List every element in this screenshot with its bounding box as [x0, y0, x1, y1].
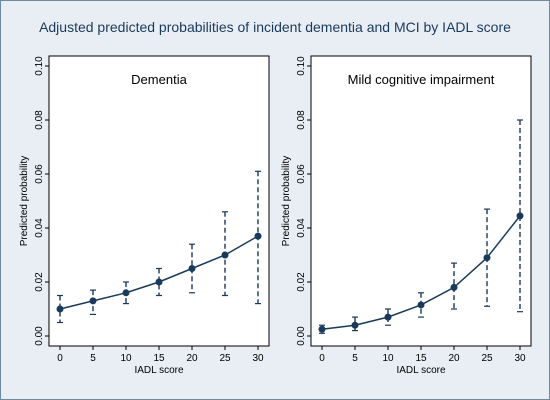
panel-1-x-tick-label: 15 — [153, 353, 165, 364]
panel-1-data-point — [221, 251, 229, 259]
panel-1-y-tick-label: 0.10 — [34, 56, 45, 76]
panel-1-y-tick-label: 0.04 — [34, 218, 45, 238]
panel-2-data-point — [450, 283, 458, 291]
panel-2-x-tick-label: 25 — [481, 353, 493, 364]
panel-1-y-tick-label: 0.08 — [34, 110, 45, 130]
panel-1-y-tick-label: 0.00 — [34, 326, 45, 346]
panel-2-x-axis-label: IADL score — [396, 365, 446, 376]
panel-1-data-point — [56, 305, 64, 313]
panel-2-data-point — [351, 321, 359, 329]
panel-2-data-point — [417, 301, 425, 309]
panel-2-y-tick-label: 0.04 — [296, 218, 307, 238]
panel-2-x-tick-label: 10 — [382, 353, 394, 364]
panel-1-plot-area — [48, 55, 270, 347]
panel-1-title: Dementia — [131, 72, 187, 87]
panel-2-y-tick-label: 0.10 — [296, 56, 307, 76]
panel-1-y-axis-label: Predicted probability — [19, 156, 30, 247]
panel-1-data-point — [155, 278, 163, 286]
panel-2-y-tick-label: 0.00 — [296, 326, 307, 346]
panel-2-data-point — [483, 254, 491, 262]
panel-1-y-tick-label: 0.02 — [34, 272, 45, 292]
panel-2-y-tick-label: 0.06 — [296, 164, 307, 184]
panel-2-data-point — [318, 325, 326, 333]
panel-2-x-tick-label: 5 — [352, 353, 358, 364]
panel-1-x-tick-label: 20 — [186, 353, 198, 364]
panel-1-y-tick-label: 0.06 — [34, 164, 45, 184]
panel-1-data-point — [89, 297, 97, 305]
panel-2-y-axis-label: Predicted probability — [281, 156, 292, 247]
figure-title: Adjusted predicted probabilities of inci… — [39, 19, 511, 35]
panel-2-x-tick-label: 30 — [514, 353, 526, 364]
panel-2-data-point — [516, 212, 524, 220]
panel-2-data-point — [384, 313, 392, 321]
panel-1-x-axis-label: IADL score — [134, 365, 184, 376]
panel-1-x-tick-label: 0 — [57, 353, 63, 364]
panel-2-x-tick-label: 20 — [448, 353, 460, 364]
panel-1-x-tick-label: 5 — [90, 353, 96, 364]
panel-1-x-tick-label: 25 — [219, 353, 231, 364]
panel-2-y-tick-label: 0.02 — [296, 272, 307, 292]
panel-2-y-tick-label: 0.08 — [296, 110, 307, 130]
panel-2-title: Mild cognitive impairment — [348, 72, 495, 87]
panel-1-data-point — [254, 232, 262, 240]
panel-2-x-tick-label: 0 — [319, 353, 325, 364]
panel-1-data-point — [188, 265, 196, 272]
panel-1-x-tick-label: 10 — [120, 353, 132, 364]
panel-1-data-point — [122, 289, 130, 297]
panel-1-x-tick-label: 30 — [252, 353, 264, 364]
panel-2-x-tick-label: 15 — [415, 353, 427, 364]
